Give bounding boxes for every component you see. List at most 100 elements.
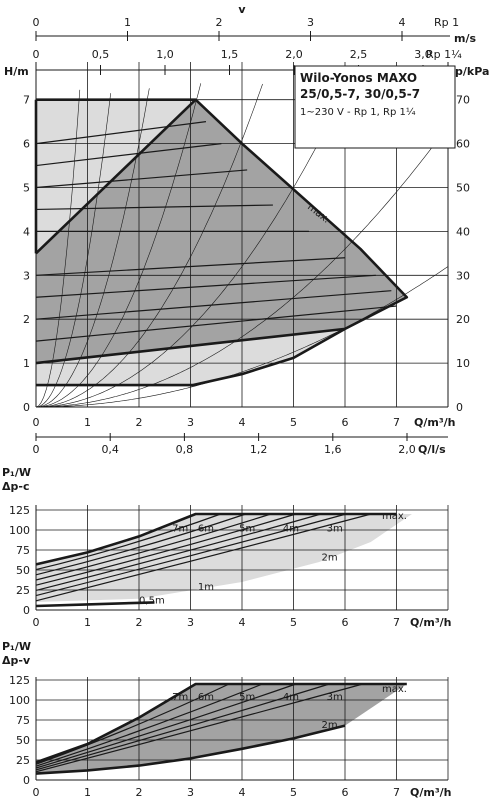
head-x-tick: 1 bbox=[84, 416, 91, 429]
power-y-tick: 25 bbox=[16, 584, 30, 597]
head-ls-tick: 0 bbox=[33, 443, 40, 456]
pv-grid bbox=[35, 677, 449, 781]
head-intermediate-curve bbox=[35, 274, 376, 298]
power-curve bbox=[35, 513, 372, 602]
ms-tick-label: 0 bbox=[33, 48, 40, 61]
head-intermediate-curve bbox=[35, 121, 207, 145]
head-ls-tick: 1,6 bbox=[324, 443, 342, 456]
power-x-tick: 1 bbox=[84, 786, 91, 799]
head-kpa-tick: 10 bbox=[456, 357, 470, 370]
power-x-tick: 5 bbox=[290, 786, 297, 799]
ms-tick-label: 1,0 bbox=[156, 48, 174, 61]
power-curve bbox=[35, 683, 363, 773]
head-y-tick: 2 bbox=[23, 313, 30, 326]
ms-tick-label: 1,5 bbox=[221, 48, 239, 61]
power-curve bbox=[35, 513, 221, 571]
pv-ticks: 0 25 50 75 100 125 0 1 2 3 4 5 6 7 bbox=[9, 674, 400, 799]
head-kpa-tick: 30 bbox=[456, 269, 470, 282]
power-y-tick: 125 bbox=[9, 674, 30, 687]
v-tick-label: 1 bbox=[124, 16, 131, 29]
power-y-tick: 125 bbox=[9, 504, 30, 517]
head-y2label: p/kPa bbox=[455, 65, 489, 78]
system-curve bbox=[35, 88, 150, 408]
pc-mode-label: Δp-c bbox=[2, 480, 29, 493]
power-curve bbox=[35, 513, 272, 581]
chart-title-line2: 25/0,5-7, 30/0,5-7 bbox=[300, 87, 420, 101]
chart-subtitle: 1~230 V - Rp 1, Rp 1¼ bbox=[300, 106, 416, 118]
pv-curves: 7m 6m 5m 4m 3m 2m bbox=[35, 682, 407, 775]
power-max-curve bbox=[35, 682, 407, 764]
power-x-tick: 7 bbox=[393, 616, 400, 629]
pv-xlabel: Q/m³/h bbox=[410, 786, 452, 799]
power-curve-label: 1m bbox=[198, 582, 214, 593]
head-y-tick: 0 bbox=[23, 401, 30, 414]
pv-ylabel: P₁/W bbox=[2, 640, 31, 653]
head-kpa-tick: 40 bbox=[456, 225, 470, 238]
head-kpa-tick: 50 bbox=[456, 182, 470, 195]
power-curve-label: 2m bbox=[321, 720, 337, 731]
power-region bbox=[36, 514, 412, 602]
power-curve bbox=[35, 513, 347, 597]
pc-regions bbox=[36, 514, 412, 602]
head-x-tick: 6 bbox=[342, 416, 349, 429]
system-curve bbox=[36, 125, 449, 408]
power-max-curve bbox=[35, 512, 397, 566]
v-ticks: 0 1 2 3 4 bbox=[33, 16, 406, 41]
system-curve bbox=[36, 85, 348, 408]
ms-tick-label: 2,0 bbox=[285, 48, 303, 61]
v-tick-label: 0 bbox=[33, 16, 40, 29]
head-y-tick: 7 bbox=[23, 94, 30, 107]
chart-title-line1: Wilo-Yonos MAXO bbox=[300, 71, 417, 85]
ms-unit-label: m/s bbox=[454, 32, 476, 45]
power-y-tick: 100 bbox=[9, 694, 30, 707]
head-ls-tick: 0,8 bbox=[176, 443, 194, 456]
head-x2label: Q/l/s bbox=[418, 443, 446, 456]
title-box bbox=[294, 65, 456, 149]
power-curve-label: 3m bbox=[327, 524, 343, 535]
power-x-tick: 3 bbox=[187, 786, 194, 799]
power-y-tick: 0 bbox=[23, 604, 30, 617]
ms-tick-label: 3,0 bbox=[414, 48, 432, 61]
power-y-tick: 100 bbox=[9, 524, 30, 537]
power-curve-label: 2m bbox=[321, 552, 337, 563]
power-curve bbox=[35, 683, 230, 765]
pv-regions bbox=[36, 684, 407, 774]
head-intermediate-curve bbox=[35, 305, 397, 342]
pc-max-label: max. bbox=[382, 511, 407, 522]
power-curve-label: 6m bbox=[198, 692, 214, 703]
power-curve bbox=[35, 513, 246, 576]
head-x-tick: 5 bbox=[290, 416, 297, 429]
power-chart-dp-c: 7m 6m 5m 4m 3m 2m 1m 0,5m 0 25 50 75 100 125 0 1 2 3 4 5 6 7… bbox=[2, 466, 452, 629]
power-curve-label: 0,5m bbox=[139, 596, 165, 607]
power-x-tick: 1 bbox=[84, 616, 91, 629]
power-y-tick: 75 bbox=[16, 714, 30, 727]
system-curves bbox=[35, 83, 449, 408]
power-curve-label: 4m bbox=[283, 524, 299, 535]
power-x-tick: 4 bbox=[239, 616, 246, 629]
system-curve bbox=[36, 266, 449, 408]
power-curve-label: 3m bbox=[327, 692, 343, 703]
v-tick-label: 2 bbox=[216, 16, 223, 29]
power-curve-label: 5m bbox=[239, 692, 255, 703]
head-x-tick: 4 bbox=[239, 416, 246, 429]
power-curve-label: 6m bbox=[198, 524, 214, 535]
head-x-tick: 2 bbox=[136, 416, 143, 429]
head-intermediate-curve bbox=[35, 257, 346, 276]
system-curve bbox=[35, 93, 111, 408]
head-kpa-tick: 20 bbox=[456, 313, 470, 326]
power-curve-label: 7m bbox=[172, 692, 188, 703]
head-intermediate-curve bbox=[35, 204, 273, 211]
head-y-tick: 4 bbox=[23, 225, 30, 238]
velocity-scales: v m/s Rp 1 Rp 1¼ 0 1 2 3 4 0 0,5 1,0 1,5 2,0 2,5 3… bbox=[33, 3, 476, 75]
power-region bbox=[36, 684, 407, 774]
head-x-tick: 7 bbox=[393, 416, 400, 429]
head-kpa-tick: 70 bbox=[456, 94, 470, 107]
pv-mode-label: Δp-v bbox=[2, 654, 31, 667]
power-curve bbox=[35, 513, 322, 591]
power-curve-label: 5m bbox=[239, 524, 255, 535]
power-x-tick: 0 bbox=[33, 786, 40, 799]
v-tick-label: 3 bbox=[307, 16, 314, 29]
